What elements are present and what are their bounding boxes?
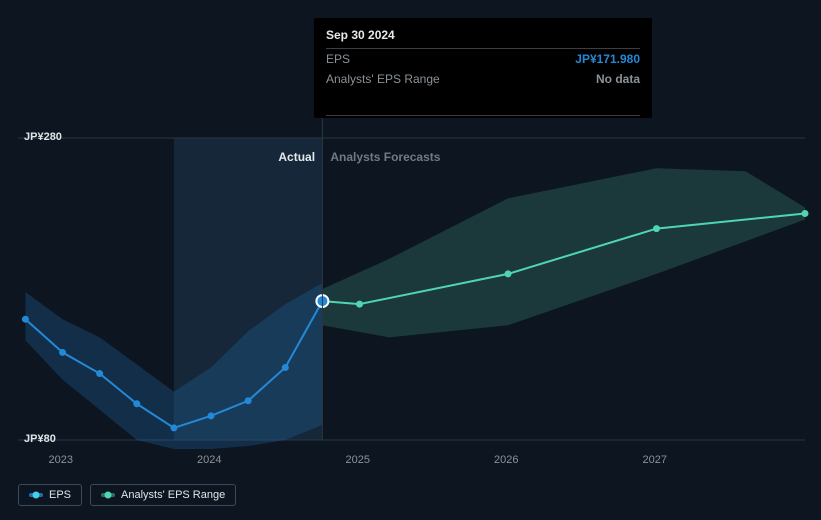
x-axis-label: 2027 [643, 454, 667, 466]
legend-item-label: Analysts' EPS Range [121, 489, 225, 501]
legend-item[interactable]: EPS [18, 484, 82, 506]
actual-marker [170, 424, 177, 431]
tooltip-row-value: No data [596, 72, 640, 86]
actual-marker [59, 349, 66, 356]
tooltip-row: EPS JP¥171.980 [326, 49, 640, 69]
tooltip-row: Analysts' EPS Range No data [326, 69, 640, 89]
forecast-marker [802, 210, 809, 217]
tooltip-row-label: Analysts' EPS Range [326, 72, 440, 86]
actual-marker [22, 316, 29, 323]
forecast-marker [653, 225, 660, 232]
x-axis-label: 2023 [49, 454, 73, 466]
tooltip-row-label: EPS [326, 52, 350, 66]
x-axis-label: 2024 [197, 454, 221, 466]
legend-swatch-icon [101, 493, 115, 497]
region-label-actual: Actual [278, 150, 315, 164]
x-axis-label: 2026 [494, 454, 518, 466]
y-axis-label: JP¥80 [24, 433, 56, 445]
tooltip-date: Sep 30 2024 [326, 28, 640, 49]
actual-marker [208, 412, 215, 419]
actual-marker [96, 370, 103, 377]
forecast-marker [505, 270, 512, 277]
y-axis-label: JP¥280 [24, 131, 62, 143]
forecast-marker [356, 301, 363, 308]
x-axis-label: 2025 [346, 454, 370, 466]
legend-item-label: EPS [49, 489, 71, 501]
actual-marker [282, 364, 289, 371]
tooltip-divider [326, 115, 640, 116]
forecast-range-band [322, 168, 805, 337]
region-label-forecast: Analysts Forecasts [330, 150, 440, 164]
actual-marker [133, 400, 140, 407]
tooltip-row-value: JP¥171.980 [575, 52, 640, 66]
chart-tooltip: Sep 30 2024 EPS JP¥171.980 Analysts' EPS R… [314, 18, 652, 118]
legend-swatch-icon [29, 493, 43, 497]
chart-legend: EPS Analysts' EPS Range [18, 484, 236, 506]
legend-item[interactable]: Analysts' EPS Range [90, 484, 236, 506]
actual-marker [245, 397, 252, 404]
